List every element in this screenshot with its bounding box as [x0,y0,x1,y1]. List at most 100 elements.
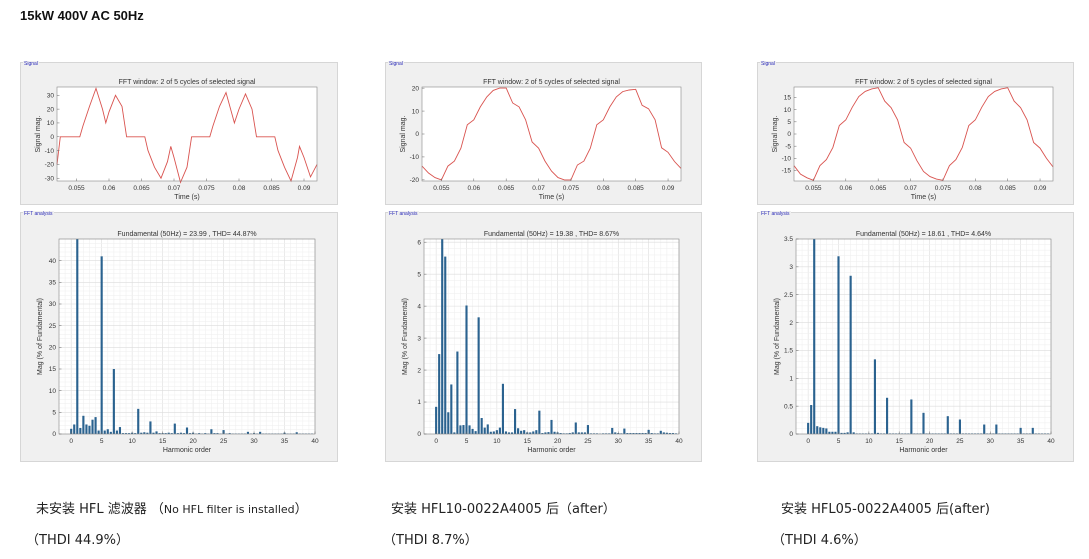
harmonic-bar [623,428,626,434]
harmonic-bar [873,359,876,434]
x-axis-label: Time (s) [539,194,564,201]
signal-panel-2: Signal 0.055 0.06 0.065 0.07 0.075 0.08 0.085 0… [385,61,702,205]
harmonic-bar [486,424,489,434]
harmonic-bar [106,429,109,434]
harmonic-bar [837,256,840,434]
x-tick-label: 0.055 [68,185,85,192]
harmonic-bar [507,432,511,434]
y-tick-label: 1 [789,375,793,382]
x-tick-label: 0.08 [597,185,610,192]
caption-3-line1: 安装 HFL05-0022A4005 后(after) [781,502,990,517]
signal-line [421,87,682,181]
harmonic-bar [595,433,599,434]
harmonic-bar [565,433,568,434]
y-axis-label: Signal mag. [772,115,779,152]
y-tick-label: 10 [49,388,57,395]
y-tick-label: 10 [412,108,420,115]
x-tick-label: 40 [675,438,683,445]
x-tick-label: 5 [465,438,469,445]
harmonic-bar [170,433,173,434]
harmonic-bar [259,431,262,434]
y-tick-label: 35 [49,280,57,287]
harmonic-bar [958,419,961,434]
x-tick-label: 10 [493,438,501,445]
harmonic-bar [210,429,213,434]
harmonic-bar [444,256,447,434]
x-tick-label: 10 [129,438,137,445]
x-tick-label: 0.085 [1000,185,1017,192]
y-tick-label: 3 [789,264,793,271]
y-tick-label: 5 [52,410,56,417]
fft-panel-3: FFT analysis 0 5 10 15 20 25 30 35 40 0 0.5 1 1.5 2 2.… [757,211,1074,462]
fft-panel-2: FFT analysis 0 5 10 15 20 25 30 35 40 0 1 2 3 4 5 6 Fund… [385,211,702,462]
harmonic-bar [840,432,843,434]
harmonic-bar [523,430,526,434]
harmonic-bar [228,433,231,434]
harmonic-bar [453,432,456,434]
harmonic-bar [846,432,849,434]
harmonic-bar [514,409,517,434]
harmonic-bar [559,433,562,434]
harmonic-bar [626,433,629,434]
harmonic-bar [644,433,647,434]
caption-2-line2: （THDI 8.7%） [383,533,478,548]
harmonic-bar [456,351,459,434]
fft-chart-2: 0 5 10 15 20 25 30 35 40 0 1 2 3 4 5 6 Fundamental (50Hz… [402,231,683,454]
x-tick-label: 0.08 [969,185,982,192]
x-tick-label: 0.09 [1034,185,1047,192]
y-tick-label: 0 [50,134,54,141]
y-tick-label: 2 [789,320,793,327]
harmonic-bar [94,417,97,434]
harmonic-bar [674,433,678,434]
harmonic-bar [213,433,216,434]
y-tick-label: 3.5 [784,236,793,243]
x-axis-label: Harmonic order [527,447,576,454]
y-tick-label: 15 [49,366,57,373]
signal-line [793,87,1054,181]
harmonic-bar [602,433,605,434]
harmonic-bar [435,406,438,434]
caption-english: No HFL filter is installed [163,503,295,516]
fft-chart-1: 0 5 10 15 20 25 30 35 40 0 5 10 15 20 25 30 35 40 Fundamen… [37,231,319,454]
y-tick-label: 6 [417,239,421,246]
signal-panel-3: Signal 0.055 0.06 0.065 0.07 0.075 0.08 0.085 0… [757,61,1074,205]
harmonic-bar [849,275,852,434]
harmonic-bar [807,422,810,434]
y-axis-label: Signal mag. [400,115,407,152]
y-axis-label: Signal mag. [35,115,42,152]
harmonic-bar [629,433,632,434]
plot-area [422,87,681,181]
fft-group-label: FFT analysis [760,211,791,217]
harmonic-bar [553,431,556,434]
harmonic-bar [450,384,453,434]
caption-1-line1: 未安装 HFL 滤波器 （No HFL filter is installed） [36,498,308,517]
x-tick-label: 20 [189,438,197,445]
harmonic-bar [115,430,118,434]
harmonic-bar [176,433,179,434]
harmonic-bar [158,433,161,434]
caption-2-line1: 安装 HFL10-0022A4005 后（after） [391,502,616,517]
harmonic-bar [489,431,492,434]
harmonic-bar [983,424,986,434]
harmonic-bar [97,430,100,434]
harmonic-bar [118,427,122,434]
y-tick-label: 20 [49,345,57,352]
harmonic-bar [459,425,462,434]
harmonic-bar [659,430,662,434]
y-tick-label: 4 [417,303,421,310]
harmonic-bar [504,431,508,434]
y-axis-label: Mag (% of Fundamental) [402,298,409,375]
x-tick-label: 0 [434,438,438,445]
harmonic-bar [571,432,574,434]
x-tick-label: 25 [956,438,964,445]
harmonic-bar [88,425,91,434]
harmonic-bar [574,422,577,434]
harmonic-bar [995,424,998,434]
harmonic-bar [79,427,82,434]
harmonic-bar [149,421,152,434]
chart-title: FFT window: 2 of 5 cycles of selected si… [119,79,256,86]
harmonic-bar [134,433,137,434]
harmonic-bar [76,239,79,434]
harmonic-bar [831,431,834,434]
y-tick-label: 5 [417,271,421,278]
